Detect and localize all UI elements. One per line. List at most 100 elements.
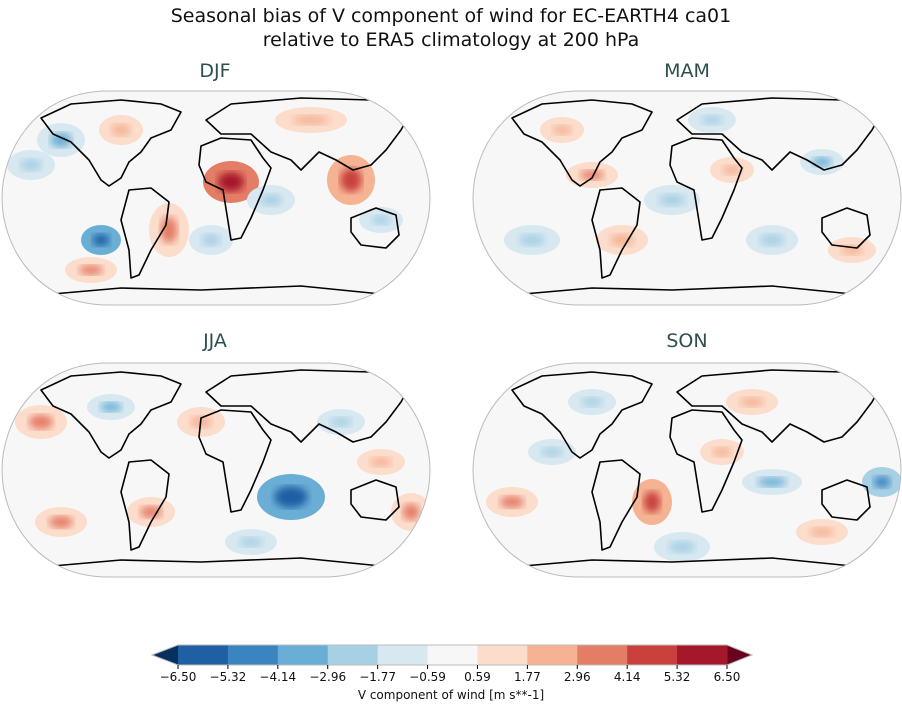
bias-contour-core (100, 402, 122, 412)
bias-contour-core (500, 496, 524, 508)
bias-contour-core (810, 527, 834, 537)
panel-title-son: SON (666, 330, 708, 352)
map-border (472, 90, 902, 306)
coastline (40, 285, 382, 296)
bias-contour-core (79, 265, 103, 275)
map-jja (1, 362, 431, 578)
colorbar-segment (427, 645, 478, 665)
coastline (120, 459, 170, 551)
coastline (511, 99, 653, 187)
bias-contour-core (712, 447, 732, 457)
bias-contour-core (340, 168, 362, 192)
colorbar-tick-label: 4.14 (613, 670, 641, 684)
bias-contour-core (274, 486, 308, 508)
bias-contour-core (201, 234, 221, 246)
colorbar-tick-label: 1.77 (514, 670, 541, 684)
bias-contour-core (330, 417, 352, 427)
bias-contour-core (740, 397, 764, 407)
coastline (669, 137, 743, 241)
bias-contour-core (293, 115, 329, 125)
bias-contour-core (552, 125, 572, 135)
coastline (511, 285, 853, 296)
bias-contour-core (873, 476, 891, 488)
colorbar-tick-label: −0.59 (409, 670, 446, 684)
coastline (821, 207, 871, 249)
bias-contour-core (580, 170, 604, 180)
colorbar-segment (327, 645, 379, 665)
coastline (511, 557, 853, 568)
bias-contour-core (760, 234, 784, 246)
coastline (511, 371, 653, 459)
colorbar-segment (677, 645, 728, 665)
colorbar-label: V component of wind [m s**-1] (357, 688, 545, 702)
bias-contour-core (658, 194, 686, 206)
bias-contour-core (701, 115, 723, 125)
colorbar-tick-label: −2.96 (309, 670, 347, 684)
coastline (40, 99, 182, 187)
bias-contour-core (239, 537, 263, 547)
bias-contour-core (49, 516, 73, 528)
map-background (473, 363, 901, 577)
bias-contour-core (50, 132, 72, 148)
colorbar-tick-label: 5.32 (663, 670, 691, 684)
bias-contour-core (610, 234, 634, 246)
colorbar-tick-label: −4.14 (259, 670, 297, 684)
bias-contour-core (260, 194, 282, 206)
colorbar-segment (627, 645, 678, 665)
bias-contour-core (541, 447, 563, 457)
colorbar-segment (178, 645, 229, 665)
bias-contour-core (217, 172, 245, 192)
coastline (198, 137, 272, 241)
colorbar (150, 644, 754, 669)
coastline (40, 371, 182, 459)
map-border (472, 362, 902, 578)
bias-contour-core (140, 506, 162, 518)
colorbar-tick-label: −1.77 (359, 670, 397, 684)
bias-contour-core (812, 157, 832, 167)
colorbar-segment (227, 645, 279, 665)
coastline (120, 187, 170, 279)
bias-contour-core (402, 503, 420, 521)
figure-title-line1: Seasonal bias of V component of wind for… (170, 5, 732, 27)
map-border (1, 90, 431, 306)
bias-contour-core (518, 234, 546, 246)
coastline (676, 97, 883, 171)
bias-contour-core (643, 491, 661, 513)
bias-contour-core (111, 124, 131, 136)
colorbar-segment (527, 645, 578, 665)
bias-contour-core (160, 216, 178, 244)
colorbar-segment (277, 645, 329, 665)
coastline (40, 557, 382, 568)
bias-contour-core (668, 541, 696, 553)
colorbar-tick-label: 2.96 (563, 670, 591, 684)
bias-contour-core (371, 215, 391, 225)
bias-contour-core (20, 159, 42, 171)
map-djf (1, 90, 431, 306)
coastline (669, 409, 743, 513)
coastline (676, 369, 883, 443)
figure-title-line2: relative to ERA5 climatology at 200 hPa (262, 29, 640, 51)
bias-contour-core (757, 477, 787, 487)
colorbar-tick-label: −6.50 (159, 670, 197, 684)
coastline (205, 369, 412, 443)
bias-contour-core (370, 457, 392, 467)
colorbar-segment (577, 645, 628, 665)
bias-contour-core (722, 165, 742, 175)
map-mam (472, 90, 902, 306)
coastline (198, 409, 272, 513)
bias-contour-core (29, 414, 53, 430)
colorbar-segment (377, 645, 429, 665)
panel-title-mam: MAM (664, 60, 710, 82)
panel-title-jja: JJA (203, 330, 227, 352)
map-border (1, 362, 431, 578)
colorbar-tick-label: −5.32 (209, 670, 247, 684)
colorbar-over-arrow (727, 645, 752, 665)
colorbar-tick-label: 6.50 (713, 670, 741, 684)
bias-contour-core (92, 234, 110, 246)
coastline (821, 479, 871, 521)
bias-contour-core (581, 397, 603, 407)
colorbar-under-arrow (152, 645, 178, 665)
coastline (350, 207, 400, 249)
panel-title-djf: DJF (199, 60, 231, 82)
colorbar-tick-label: 0.59 (464, 670, 491, 684)
